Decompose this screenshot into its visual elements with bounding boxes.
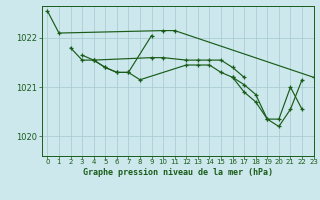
X-axis label: Graphe pression niveau de la mer (hPa): Graphe pression niveau de la mer (hPa): [83, 168, 273, 177]
